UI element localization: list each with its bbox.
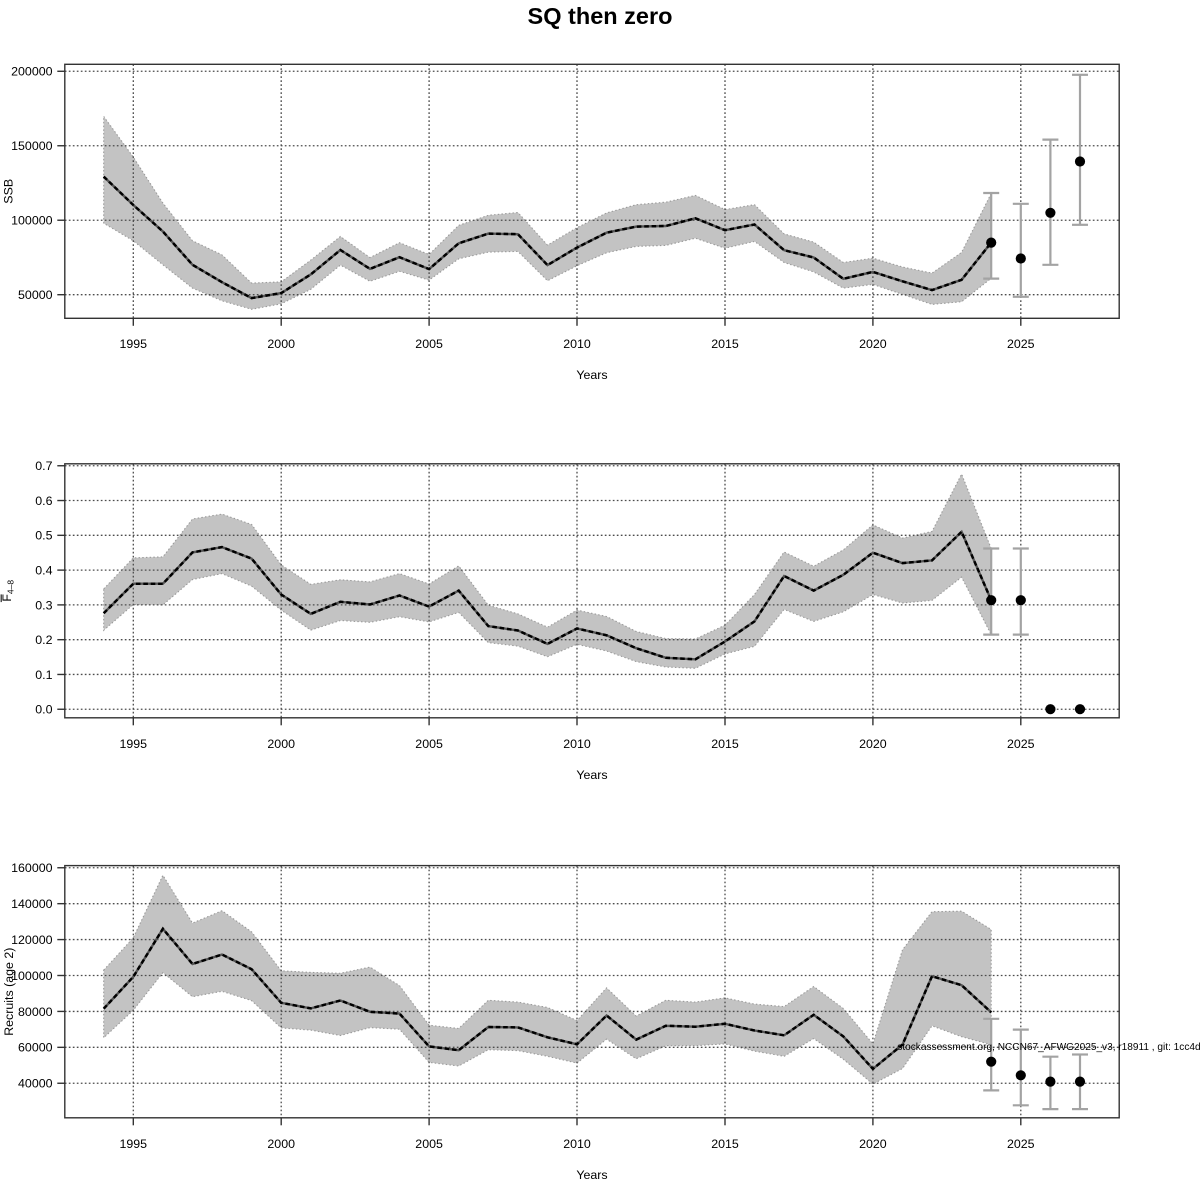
svg-text:2005: 2005 bbox=[415, 337, 443, 351]
svg-text:2010: 2010 bbox=[563, 737, 591, 751]
svg-text:2010: 2010 bbox=[563, 337, 591, 351]
svg-text:0.3: 0.3 bbox=[35, 598, 52, 612]
svg-text:0.6: 0.6 bbox=[35, 494, 52, 508]
svg-text:2015: 2015 bbox=[711, 737, 739, 751]
svg-text:60000: 60000 bbox=[18, 1041, 53, 1055]
svg-text:Years: Years bbox=[576, 368, 607, 382]
svg-text:1995: 1995 bbox=[120, 337, 148, 351]
svg-text:2025: 2025 bbox=[1007, 737, 1035, 751]
svg-text:2015: 2015 bbox=[711, 1137, 739, 1151]
svg-text:2005: 2005 bbox=[415, 737, 443, 751]
svg-text:0.4: 0.4 bbox=[35, 564, 52, 578]
svg-text:2010: 2010 bbox=[563, 1137, 591, 1151]
svg-text:100000: 100000 bbox=[11, 214, 52, 228]
svg-text:2020: 2020 bbox=[859, 737, 887, 751]
svg-text:SQ then zero: SQ then zero bbox=[528, 3, 673, 29]
svg-text:140000: 140000 bbox=[11, 897, 52, 911]
svg-text:0.0: 0.0 bbox=[35, 703, 52, 717]
svg-text:2025: 2025 bbox=[1007, 1137, 1035, 1151]
svg-text:stockassessment.org, NCCN67_AF: stockassessment.org, NCCN67_AFWG2025_v3,… bbox=[897, 1042, 1200, 1053]
svg-text:Years: Years bbox=[576, 768, 607, 782]
svg-text:2020: 2020 bbox=[859, 1137, 887, 1151]
svg-text:0.1: 0.1 bbox=[35, 668, 52, 682]
svg-text:0.7: 0.7 bbox=[35, 459, 52, 473]
svg-text:200000: 200000 bbox=[11, 65, 52, 79]
svg-text:2025: 2025 bbox=[1007, 337, 1035, 351]
svg-text:80000: 80000 bbox=[18, 1005, 53, 1019]
svg-text:2000: 2000 bbox=[267, 737, 295, 751]
svg-text:100000: 100000 bbox=[11, 969, 52, 983]
svg-text:50000: 50000 bbox=[18, 288, 53, 302]
svg-text:150000: 150000 bbox=[11, 139, 52, 153]
svg-text:0.2: 0.2 bbox=[35, 633, 52, 647]
svg-text:2000: 2000 bbox=[267, 1137, 295, 1151]
svg-text:2020: 2020 bbox=[859, 337, 887, 351]
svg-text:1995: 1995 bbox=[120, 737, 148, 751]
svg-text:Years: Years bbox=[576, 1168, 607, 1182]
svg-text:1995: 1995 bbox=[120, 1137, 148, 1151]
svg-text:SSB: SSB bbox=[2, 179, 16, 204]
svg-text:Recruits (age 2): Recruits (age 2) bbox=[2, 948, 16, 1036]
svg-text:2005: 2005 bbox=[415, 1137, 443, 1151]
svg-text:160000: 160000 bbox=[11, 861, 52, 875]
svg-text:2000: 2000 bbox=[267, 337, 295, 351]
svg-text:120000: 120000 bbox=[11, 933, 52, 947]
svg-text:2015: 2015 bbox=[711, 337, 739, 351]
svg-text:0.5: 0.5 bbox=[35, 529, 52, 543]
svg-text:40000: 40000 bbox=[18, 1077, 53, 1091]
